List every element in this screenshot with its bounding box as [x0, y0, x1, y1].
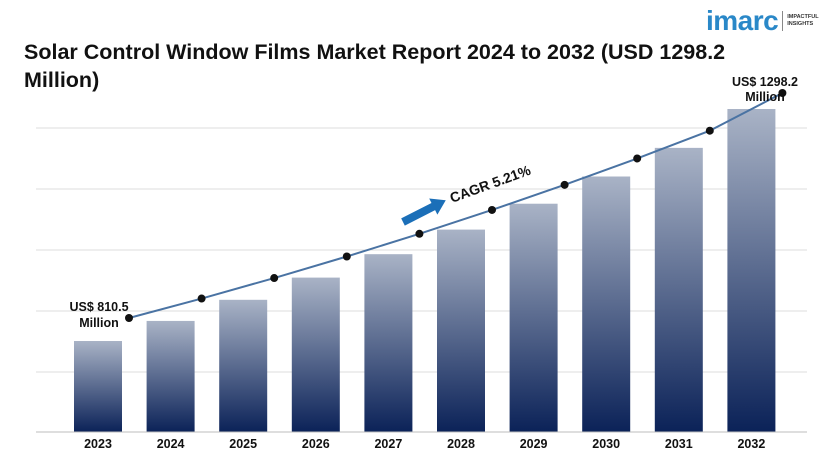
bar-2023 [74, 341, 122, 432]
trend-point-2027 [415, 229, 424, 238]
trend-point-2024 [197, 294, 206, 303]
bar-2024 [146, 320, 195, 432]
bar-2032 [727, 109, 776, 432]
trend-point-2030 [633, 154, 642, 163]
trend-point-2029 [560, 180, 569, 189]
x-tick-label: 2032 [737, 437, 765, 451]
trend-point-2028 [488, 205, 496, 214]
logo-tagline: IMPACTFUL INSIGHTS [787, 14, 819, 27]
bars [74, 109, 776, 433]
start-value-label: Million [79, 316, 119, 330]
x-tick-label: 2023 [84, 437, 112, 451]
x-tick-label: 2030 [592, 437, 620, 451]
x-tick-label: 2026 [302, 437, 330, 451]
x-tick-label: 2028 [447, 437, 475, 451]
end-value-label: US$ 1298.2 [732, 75, 798, 89]
bar-2025 [219, 299, 268, 432]
x-tick-label: 2029 [520, 437, 548, 451]
x-tick-label: 2025 [229, 437, 257, 451]
x-tick-label: 2031 [665, 437, 693, 451]
bar-2026 [291, 277, 340, 432]
end-value-label: Million [745, 90, 785, 104]
trend-polyline [128, 92, 783, 319]
bar-2031 [654, 147, 703, 433]
trend-point-2032 [778, 89, 787, 97]
trend-point-2023 [125, 314, 133, 322]
x-tick-labels: 2023 2024 2025 2026 2027 2028 2029 2030 2031 2032 [84, 437, 765, 451]
page-title: Solar Control Window Films Market Report… [24, 40, 726, 92]
logo-wordmark: imarc [706, 5, 779, 36]
bar-2028 [437, 229, 485, 432]
brand-logo: imarc IMPACTFUL INSIGHTS [706, 6, 823, 36]
cagr-arrow-icon [401, 198, 446, 226]
trend-line [125, 89, 787, 322]
trend-point-2025 [270, 274, 279, 283]
x-tick-label: 2024 [157, 437, 185, 451]
bar-2030 [582, 176, 631, 432]
bar-2029 [509, 203, 558, 432]
trend-point-2031 [705, 126, 714, 135]
start-value-label: US$ 810.5 [69, 300, 128, 314]
trend-point-2026 [342, 252, 351, 261]
logo-divider [782, 11, 784, 31]
bar-2027 [364, 254, 413, 432]
x-tick-label: 2027 [374, 437, 402, 451]
